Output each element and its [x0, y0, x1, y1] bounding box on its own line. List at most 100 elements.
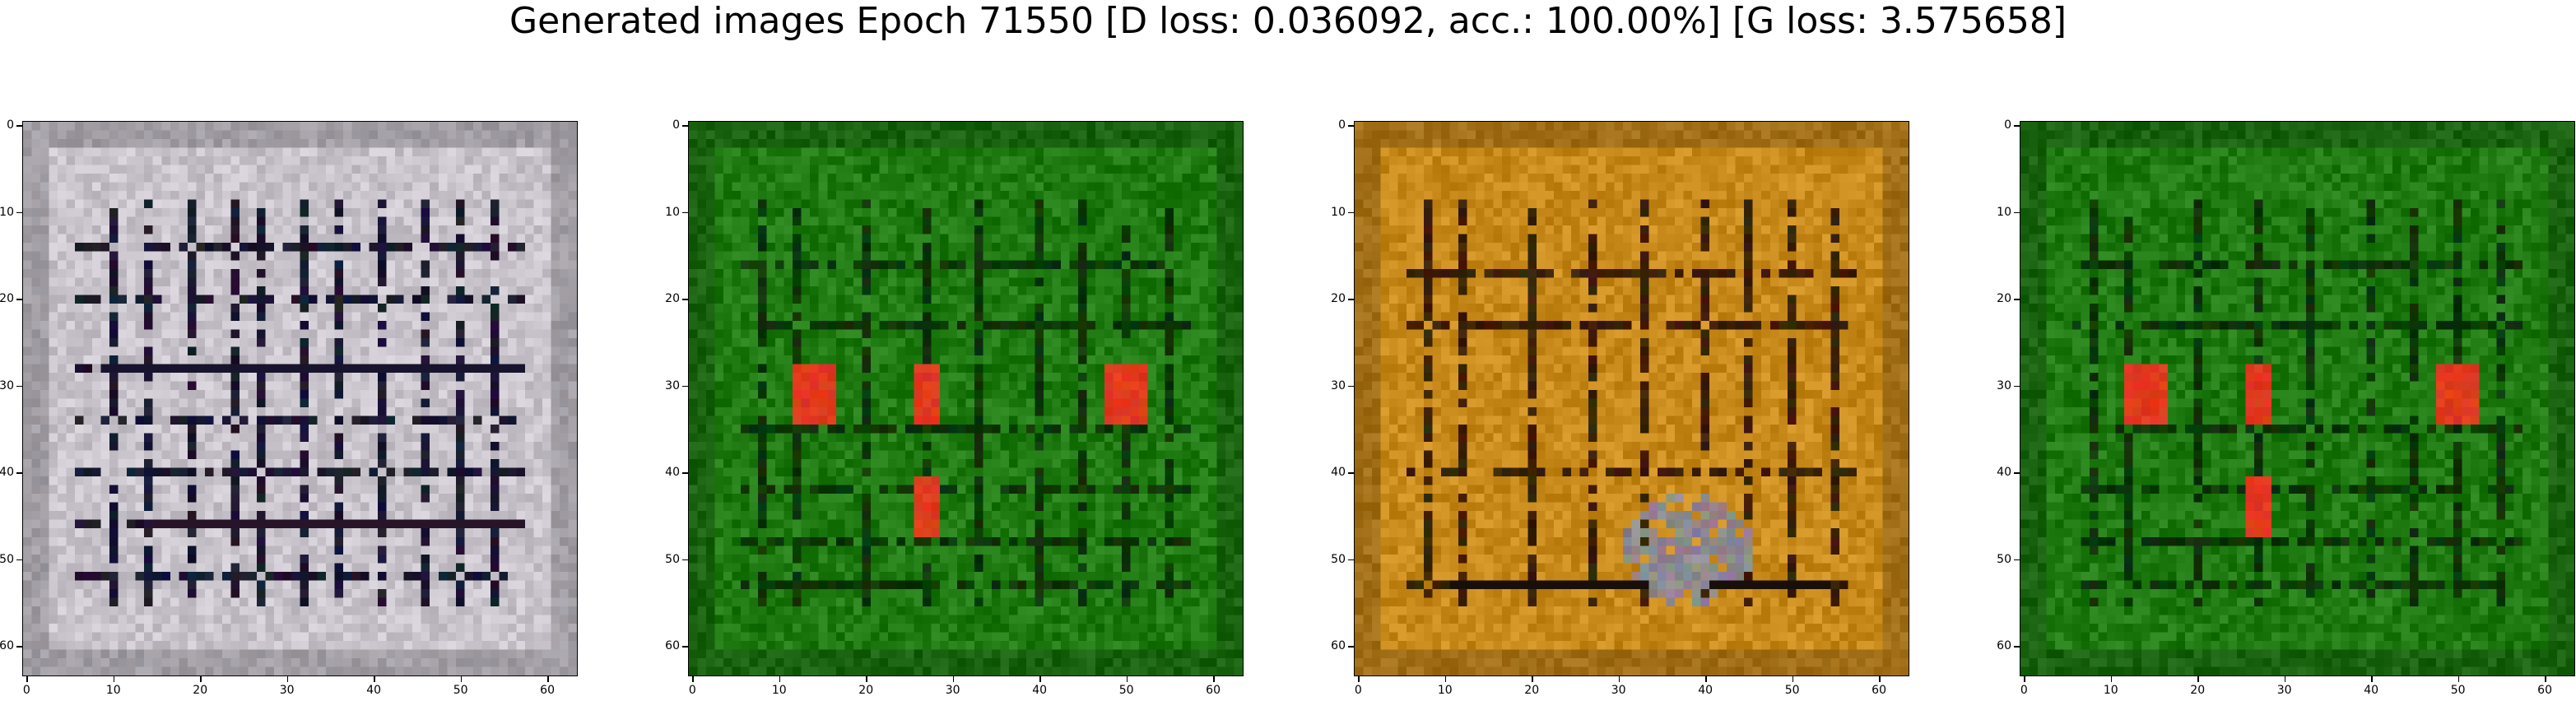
- y-tick-mark: [16, 386, 22, 388]
- image-panel-4: 0 10 20 30 40 50 60 0 10 20 30 40 50 60: [2020, 121, 2575, 701]
- x-tick-mark: [2285, 676, 2286, 682]
- generated-image: [688, 121, 1244, 676]
- y-tick-mark: [2014, 646, 2020, 648]
- figure-title: Generated images Epoch 71550 [D loss: 0.…: [0, 0, 2576, 49]
- x-tick-mark: [1445, 676, 1447, 682]
- y-tick-mark: [682, 386, 688, 388]
- x-tick-mark: [2111, 676, 2113, 682]
- y-tick-label: 0: [1987, 119, 2011, 131]
- x-tick-label: 40: [1693, 685, 1718, 696]
- y-tick-mark: [16, 559, 22, 561]
- y-tick-mark: [682, 299, 688, 300]
- y-tick-mark: [1348, 299, 1354, 300]
- x-tick-label: 60: [2532, 685, 2557, 696]
- x-tick-mark: [692, 676, 694, 682]
- image-panel-3: 0 10 20 30 40 50 60 0 10 20 30 40 50 60: [1354, 121, 1909, 701]
- y-tick-mark: [2014, 299, 2020, 300]
- x-tick-mark: [2458, 676, 2460, 682]
- y-tick-label: 30: [1987, 380, 2011, 392]
- x-tick-mark: [1213, 676, 1215, 682]
- y-tick-mark: [2014, 559, 2020, 561]
- x-tick-label: 10: [767, 685, 792, 696]
- y-tick-label: 60: [655, 640, 680, 652]
- y-tick-label: 50: [1987, 554, 2011, 565]
- y-tick-label: 30: [655, 380, 680, 392]
- generated-image: [22, 121, 578, 676]
- y-tick-mark: [2014, 212, 2020, 214]
- y-tick-label: 0: [0, 119, 14, 131]
- x-tick-mark: [26, 676, 28, 682]
- x-tick-label: 50: [1114, 685, 1139, 696]
- y-tick-mark: [682, 559, 688, 561]
- x-tick-mark: [374, 676, 375, 682]
- y-tick-label: 40: [1987, 467, 2011, 478]
- x-tick-label: 50: [2446, 685, 2471, 696]
- y-tick-label: 40: [655, 467, 680, 478]
- y-tick-mark: [1348, 559, 1354, 561]
- y-tick-label: 10: [0, 207, 14, 218]
- y-tick-label: 50: [1321, 554, 1346, 565]
- x-tick-label: 30: [1607, 685, 1631, 696]
- x-tick-label: 30: [941, 685, 965, 696]
- x-tick-mark: [287, 676, 289, 682]
- x-tick-mark: [2024, 676, 2025, 682]
- x-tick-mark: [1358, 676, 1360, 682]
- y-tick-mark: [1348, 646, 1354, 648]
- x-tick-mark: [114, 676, 115, 682]
- y-tick-mark: [16, 212, 22, 214]
- y-tick-mark: [16, 472, 22, 474]
- y-tick-mark: [1348, 212, 1354, 214]
- x-tick-mark: [866, 676, 867, 682]
- x-tick-mark: [1532, 676, 1533, 682]
- x-tick-label: 0: [680, 685, 704, 696]
- x-tick-label: 40: [361, 685, 386, 696]
- y-tick-mark: [682, 125, 688, 127]
- y-tick-label: 20: [1321, 293, 1346, 304]
- x-tick-label: 50: [1780, 685, 1805, 696]
- image-raster: [1355, 122, 1909, 675]
- image-raster: [2020, 122, 2574, 675]
- x-tick-label: 20: [2185, 685, 2210, 696]
- y-tick-label: 30: [1321, 380, 1346, 392]
- image-raster: [689, 122, 1243, 675]
- y-tick-mark: [1348, 125, 1354, 127]
- x-tick-label: 0: [2011, 685, 2036, 696]
- y-tick-label: 20: [1987, 293, 2011, 304]
- x-tick-mark: [1619, 676, 1620, 682]
- x-tick-label: 0: [14, 685, 39, 696]
- y-tick-label: 0: [655, 119, 680, 131]
- x-tick-label: 60: [1201, 685, 1225, 696]
- y-tick-mark: [2014, 472, 2020, 474]
- x-tick-mark: [2197, 676, 2199, 682]
- y-tick-mark: [1348, 386, 1354, 388]
- x-tick-label: 10: [2099, 685, 2123, 696]
- y-tick-label: 30: [0, 380, 14, 392]
- image-panel-2: 0 10 20 30 40 50 60 0 10 20 30 40 50 60: [688, 121, 1244, 701]
- x-tick-label: 30: [275, 685, 300, 696]
- x-tick-mark: [1793, 676, 1794, 682]
- y-tick-mark: [682, 212, 688, 214]
- x-tick-mark: [2371, 676, 2373, 682]
- y-tick-mark: [16, 299, 22, 300]
- x-tick-label: 0: [1346, 685, 1370, 696]
- x-tick-mark: [953, 676, 955, 682]
- generated-image: [2020, 121, 2575, 676]
- x-tick-mark: [1127, 676, 1128, 682]
- x-tick-label: 60: [535, 685, 560, 696]
- x-tick-mark: [1705, 676, 1707, 682]
- x-tick-mark: [200, 676, 202, 682]
- y-tick-label: 10: [1321, 207, 1346, 218]
- x-tick-label: 30: [2272, 685, 2297, 696]
- x-tick-mark: [2545, 676, 2546, 682]
- y-tick-label: 60: [0, 640, 14, 652]
- x-tick-label: 40: [1027, 685, 1052, 696]
- y-tick-label: 0: [1321, 119, 1346, 131]
- y-tick-label: 60: [1321, 640, 1346, 652]
- x-tick-mark: [1039, 676, 1041, 682]
- x-tick-mark: [547, 676, 549, 682]
- y-tick-mark: [682, 646, 688, 648]
- x-tick-label: 40: [2359, 685, 2383, 696]
- x-tick-label: 10: [101, 685, 126, 696]
- generated-image: [1354, 121, 1909, 676]
- y-tick-label: 10: [1987, 207, 2011, 218]
